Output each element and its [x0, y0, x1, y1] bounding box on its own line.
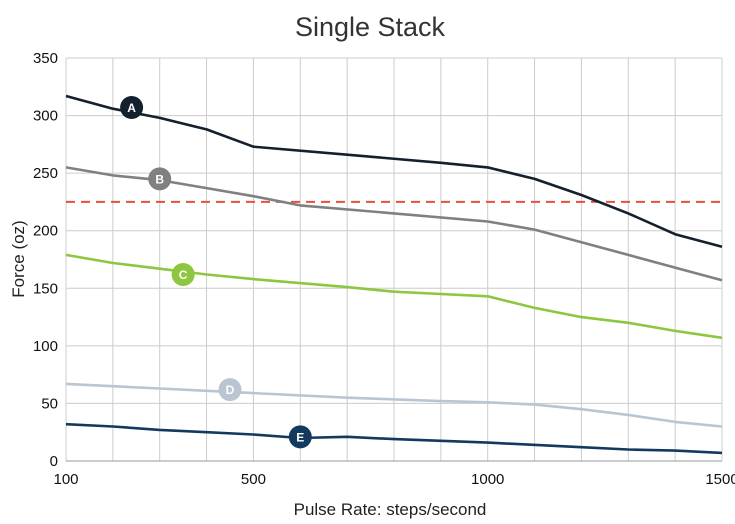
y-tick-label: 150	[33, 280, 58, 297]
series-label-e: E	[296, 430, 304, 444]
y-tick-label: 0	[50, 453, 58, 470]
y-tick-label: 250	[33, 165, 58, 182]
chart-title: Single Stack	[295, 12, 446, 42]
series-line-e	[65, 422, 723, 455]
grid	[65, 57, 723, 462]
series-marker-a	[120, 96, 144, 120]
series-marker-c	[171, 262, 195, 286]
y-tick-label: 300	[33, 108, 58, 125]
x-tick-label: 500	[241, 471, 266, 488]
series-label-d: D	[226, 383, 235, 397]
y-tick-label: 200	[33, 223, 58, 240]
y-axis-label: Force (oz)	[9, 220, 28, 297]
y-tick-label: 50	[41, 395, 58, 412]
series-marker-e	[288, 425, 312, 449]
series-label-c: C	[179, 268, 188, 282]
x-tick-label: 1000	[471, 471, 504, 488]
series-marker-d	[218, 378, 242, 402]
y-tick-label: 100	[33, 338, 58, 355]
y-tick-label: 350	[33, 50, 58, 67]
series-line-a	[65, 94, 723, 249]
series-marker-b	[148, 167, 172, 191]
x-tick-label: 1500	[705, 471, 735, 488]
x-axis-label: Pulse Rate: steps/second	[294, 500, 487, 519]
x-tick-label: 100	[53, 471, 78, 488]
tick-labels: 100 500 1000 1500 0 50 100 150 200 250 300 350	[33, 50, 735, 488]
series-line-c	[65, 253, 723, 340]
series-line-d	[65, 382, 723, 428]
series-group: A B C D E	[65, 94, 723, 455]
series-label-b: B	[155, 172, 164, 186]
series-label-a: A	[127, 101, 136, 115]
